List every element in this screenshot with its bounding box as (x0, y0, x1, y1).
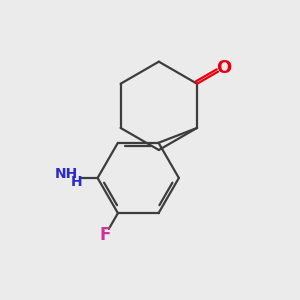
Text: H: H (71, 176, 83, 189)
Text: F: F (100, 226, 111, 244)
Text: O: O (216, 59, 231, 77)
Text: NH: NH (54, 167, 78, 182)
